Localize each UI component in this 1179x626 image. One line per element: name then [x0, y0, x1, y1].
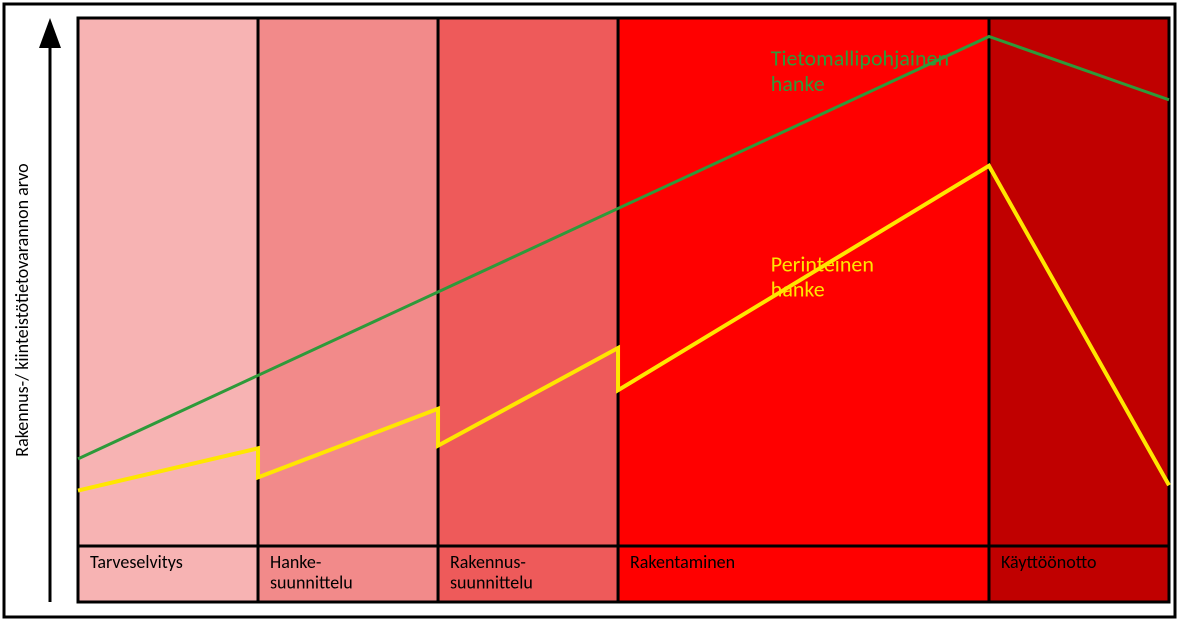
phase-backgrounds	[78, 18, 1169, 602]
phase-label: Rakennus-suunnittelu	[450, 551, 533, 594]
phase-bg	[258, 18, 438, 602]
phase-chart: TietomallipohjainenhankePerinteinenhanke…	[0, 0, 1179, 621]
phase-bg	[989, 18, 1169, 602]
phase-bg	[438, 18, 618, 602]
phase-label: Käyttöönotto	[1001, 551, 1096, 573]
y-axis-label: Rakennus-/ kiinteistötietovarannon arvo	[11, 163, 33, 456]
phase-label: Rakentaminen	[630, 551, 735, 573]
phase-bg	[618, 18, 989, 602]
phase-bg	[78, 18, 258, 602]
phase-label: Tarveselvitys	[90, 551, 183, 573]
